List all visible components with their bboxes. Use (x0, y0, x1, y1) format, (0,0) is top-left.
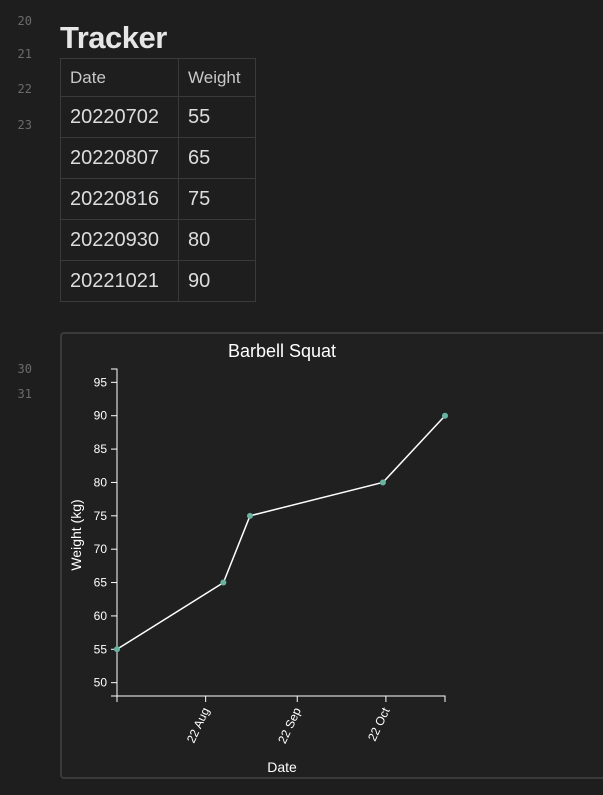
table-cell-date[interactable]: 20220702 (60, 96, 179, 138)
line-number: 22 (17, 82, 32, 96)
series-weight (114, 412, 448, 653)
table-cell-date[interactable]: 20220816 (60, 178, 179, 220)
y-tick-label: 70 (94, 542, 108, 556)
data-point (442, 412, 448, 419)
x-axis-line (116, 695, 446, 702)
line-number: 20 (17, 14, 32, 28)
tracker-table[interactable]: Date Weight 20220702 55 20220807 65 2022… (60, 58, 256, 302)
y-axis-line (111, 368, 118, 697)
table-cell-weight[interactable]: 55 (178, 96, 256, 138)
table-cell-date[interactable]: 20220930 (60, 219, 179, 261)
table-row: 20220807 65 (60, 137, 256, 179)
table-row: 20220930 80 (60, 219, 256, 261)
y-tick-label: 95 (94, 375, 108, 389)
x-tick-label: 22 Aug (184, 705, 212, 745)
y-axis: 50 55 60 65 70 75 80 85 90 95 (94, 368, 118, 697)
line-number: 30 (17, 362, 32, 376)
y-tick-label: 65 (94, 576, 108, 590)
data-point (246, 512, 253, 519)
table-row: 20220702 55 (60, 96, 256, 138)
table-cell-date[interactable]: 20220807 (60, 137, 179, 179)
page-heading[interactable]: Tracker (60, 20, 167, 55)
line-chart: Barbell Squat 50 55 60 65 70 75 80 85 90 95 22 Au… (68, 341, 448, 775)
chart-block[interactable]: Barbell Squat 50 55 60 65 70 75 80 85 90 95 22 Au… (60, 332, 603, 779)
table-header-date[interactable]: Date (60, 58, 179, 97)
x-tick-label: 22 Sep (275, 705, 304, 746)
y-tick-label: 75 (94, 509, 108, 523)
table-header-weight[interactable]: Weight (178, 58, 256, 97)
data-point (379, 479, 386, 486)
data-point (114, 646, 120, 653)
y-tick-label: 60 (94, 609, 108, 623)
chart-title: Barbell Squat (228, 341, 336, 361)
table-row: 20220816 75 (60, 178, 256, 220)
table-cell-date[interactable]: 20221021 (60, 260, 179, 302)
table-cell-weight[interactable]: 90 (178, 260, 256, 302)
data-point (220, 579, 227, 586)
line-number: 23 (17, 118, 32, 132)
table-row: 20221021 90 (60, 260, 256, 302)
table-cell-weight[interactable]: 65 (178, 137, 256, 179)
y-tick-label: 90 (94, 409, 108, 423)
x-tick-label: 22 Oct (365, 705, 393, 744)
series-line (116, 415, 446, 650)
table-cell-weight[interactable]: 80 (178, 219, 256, 261)
table-cell-weight[interactable]: 75 (178, 178, 256, 220)
x-axis-label: Date (267, 759, 297, 775)
line-number: 21 (17, 47, 32, 61)
y-tick-label: 80 (94, 475, 108, 489)
table-header-row: Date Weight (60, 58, 256, 97)
y-tick-label: 50 (94, 676, 108, 690)
line-number: 31 (17, 387, 32, 401)
x-axis: 22 Aug 22 Sep 22 Oct (116, 695, 446, 746)
y-tick-label: 85 (94, 442, 108, 456)
y-tick-label: 55 (94, 642, 108, 656)
y-axis-label: Weight (kg) (68, 499, 84, 570)
